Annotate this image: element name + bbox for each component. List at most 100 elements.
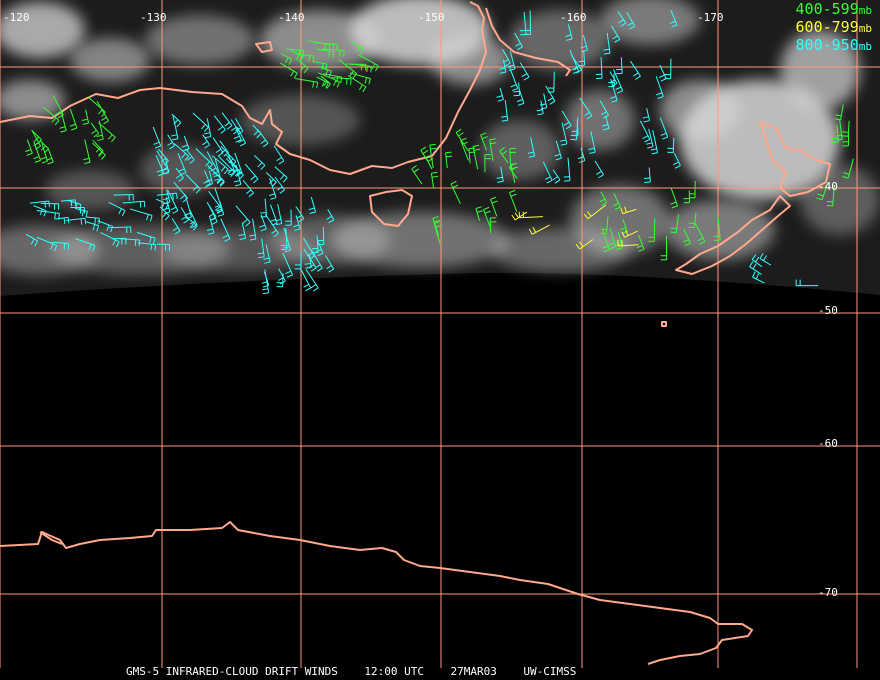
barb-flag: [176, 193, 178, 200]
wind-barb: [285, 209, 292, 226]
barb-flag: [420, 146, 427, 151]
barb-flag: [174, 230, 181, 235]
barb-staff: [519, 216, 543, 219]
barb-flag: [510, 84, 517, 88]
barb-staff: [263, 271, 270, 286]
wind-barb: [501, 100, 509, 122]
barb-flag: [552, 176, 558, 181]
barb-staff: [92, 139, 104, 152]
wind-barb: [433, 221, 442, 244]
barb-flag: [835, 114, 842, 117]
wind-barb: [565, 24, 573, 41]
barb-staff: [167, 134, 176, 146]
barb-flag: [452, 184, 459, 189]
wind-barb: [305, 269, 319, 292]
wind-barb: [218, 156, 236, 178]
wind-barb: [206, 151, 219, 175]
barb-flag: [565, 125, 572, 130]
barb-staff: [265, 244, 271, 263]
wind-barb: [536, 100, 544, 116]
wind-barb: [571, 122, 579, 137]
barb-staff: [219, 140, 229, 153]
wind-barb: [233, 126, 242, 143]
barb-flag: [611, 100, 618, 103]
barb-flag: [211, 221, 218, 225]
barb-flag: [258, 256, 265, 259]
barb-staff: [499, 150, 509, 164]
wind-barb: [294, 78, 319, 89]
barb-flag: [358, 84, 364, 91]
barb-flag: [842, 176, 849, 179]
barb-flag: [433, 219, 440, 223]
barb-staff: [509, 50, 516, 69]
barb-flag: [357, 46, 361, 53]
wind-barb: [617, 10, 627, 27]
wind-barb: [189, 209, 198, 228]
barb-flag: [547, 97, 554, 102]
barb-flag: [560, 143, 568, 146]
wind-barb: [579, 97, 593, 120]
barb-flag: [161, 202, 165, 209]
barb-flag: [751, 254, 757, 260]
barb-flag: [588, 147, 595, 150]
barb-flag: [293, 224, 300, 228]
wind-barb: [643, 167, 651, 183]
barb-staff: [280, 53, 292, 60]
wind-barb: [157, 192, 178, 200]
barb-staff: [29, 200, 49, 204]
barb-flag: [310, 267, 317, 272]
barb-flag: [601, 202, 608, 206]
barb-staff: [576, 122, 579, 136]
barb-flag: [635, 75, 641, 80]
wind-barb: [496, 87, 504, 102]
wind-barb: [257, 238, 265, 259]
legend-unit: mb: [858, 22, 872, 35]
barb-flag: [596, 170, 602, 175]
cloud: [510, 10, 610, 70]
barb-flag: [699, 240, 706, 245]
barb-flag: [175, 174, 182, 179]
barb-staff: [156, 150, 170, 172]
barb-flag: [370, 66, 372, 73]
wind-barb: [122, 200, 146, 208]
wind-barb: [501, 49, 511, 67]
wind-barb: [583, 204, 607, 220]
wind-barb: [32, 130, 42, 145]
barb-flag: [312, 81, 315, 88]
wind-barb: [211, 155, 229, 175]
barb-flag: [563, 176, 570, 178]
wind-barb: [560, 122, 568, 146]
barb-flag: [762, 255, 767, 261]
barb-flag: [589, 151, 596, 154]
barb-flag: [360, 48, 365, 54]
barb-flag: [268, 193, 275, 197]
barb-staff: [241, 222, 247, 239]
barb-staff: [639, 120, 651, 140]
barb-staff: [100, 232, 120, 243]
barb-staff: [171, 218, 181, 232]
barb-flag: [215, 148, 222, 154]
barb-flag: [181, 153, 187, 159]
barb-flag: [48, 200, 50, 208]
wind-barb: [221, 112, 233, 130]
barb-staff: [659, 64, 667, 79]
barb-flag: [413, 168, 420, 173]
barb-staff: [500, 166, 504, 182]
lon-label-140: -140: [278, 11, 305, 24]
barb-staff: [297, 53, 314, 57]
barb-flag: [163, 170, 170, 175]
barb-staff: [583, 50, 586, 66]
barb-flag: [549, 100, 556, 105]
barb-staff: [567, 157, 571, 181]
barb-staff: [318, 72, 340, 83]
barb-flag: [375, 65, 379, 72]
barb-flag: [555, 157, 562, 161]
footer-caption: GMS-5 INFRARED-CLOUD DRIFT WINDS 12:00 U…: [126, 666, 576, 678]
wind-barb: [315, 240, 324, 257]
wind-barb: [166, 189, 179, 214]
barb-flag: [583, 213, 589, 220]
barb-flag: [227, 169, 233, 175]
barb-flag: [516, 46, 523, 51]
barb-staff: [87, 96, 106, 113]
barb-flag: [673, 161, 679, 166]
